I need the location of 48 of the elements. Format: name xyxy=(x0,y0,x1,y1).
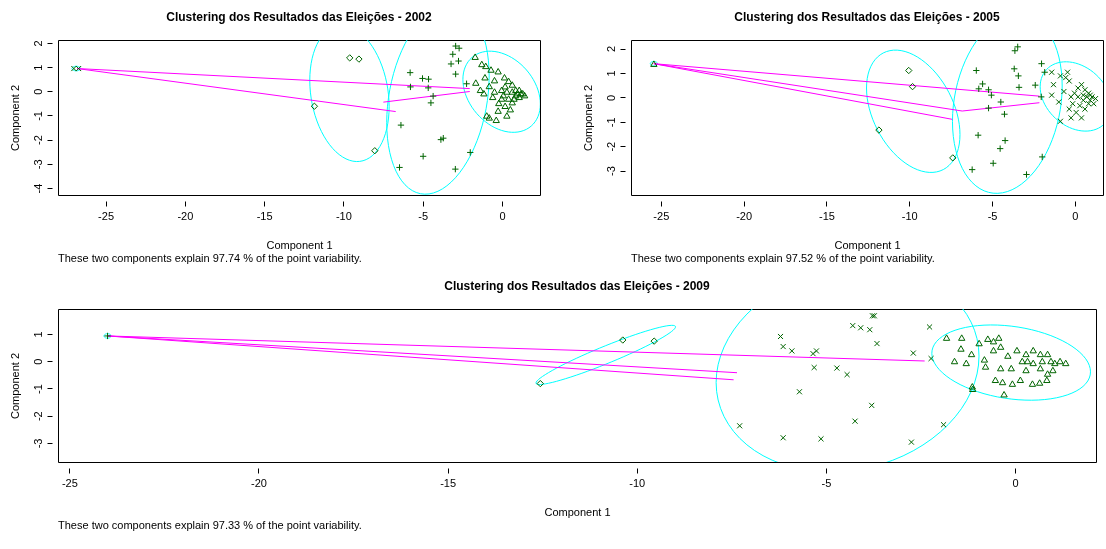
x-tick-label: -15 xyxy=(818,209,835,222)
y-tick-label: -1 xyxy=(31,111,44,121)
x-tick-label: 0 xyxy=(499,209,506,222)
x-tick-label: -15 xyxy=(256,209,273,222)
text: These two components explain 97.74 % of the point variability. xyxy=(58,252,362,264)
x-axis-title: Component 1 xyxy=(834,238,901,251)
x-tick-label: -25 xyxy=(61,476,78,489)
x-tick-label: -25 xyxy=(653,209,670,222)
x-tick-label: 0 xyxy=(1072,209,1079,222)
y-tick-label: 1 xyxy=(604,70,617,77)
y-tick-label: -2 xyxy=(604,141,617,152)
text: These two components explain 97.52 % of the point variability. xyxy=(631,252,935,264)
x-tick-label: -5 xyxy=(987,209,998,222)
y-tick-label: 1 xyxy=(31,64,44,71)
x-tick-label: -10 xyxy=(335,209,352,222)
x-tick-label: -20 xyxy=(736,209,753,222)
y-axis-title: Component 2 xyxy=(581,84,594,152)
y-tick-label: -3 xyxy=(604,166,617,176)
y-tick-label: -1 xyxy=(31,384,44,394)
x-tick-label: 0 xyxy=(1012,476,1019,489)
x-tick-label: -10 xyxy=(901,209,918,222)
y-tick-label: 0 xyxy=(604,94,617,101)
x-tick-label: -20 xyxy=(177,209,194,222)
y-tick-label: 1 xyxy=(31,331,44,338)
chart-title: Clustering dos Resultados das Eleições - 2005 xyxy=(734,10,1001,24)
y-tick-label: 2 xyxy=(604,45,617,53)
y-tick-label: 0 xyxy=(31,358,44,365)
text: These two components explain 97.33 % of the point variability. xyxy=(58,519,362,531)
x-tick-label: -5 xyxy=(418,209,429,222)
y-tick-label: -2 xyxy=(31,135,44,146)
x-tick-label: -25 xyxy=(98,209,115,222)
x-tick-label: -15 xyxy=(440,476,457,489)
y-axis-title: Component 2 xyxy=(8,84,21,152)
y-tick-label: -1 xyxy=(604,117,617,128)
y-tick-label: -3 xyxy=(31,159,44,170)
chart-title: Clustering dos Resultados das Eleições - 2002 xyxy=(166,9,433,24)
x-tick-label: -20 xyxy=(251,476,267,489)
x-axis-title: Component 1 xyxy=(544,505,611,518)
y-tick-label: -2 xyxy=(31,411,44,422)
y-tick-label: 2 xyxy=(31,40,44,47)
x-tick-label: -5 xyxy=(821,476,832,489)
y-tick-label: -4 xyxy=(31,183,44,194)
y-axis-title: Component 2 xyxy=(8,352,21,420)
y-tick-label: 0 xyxy=(31,88,44,95)
x-axis-title: Component 1 xyxy=(266,238,333,251)
x-tick-label: -10 xyxy=(629,476,646,489)
chart-title: Clustering dos Resultados das Eleições - 2009 xyxy=(444,279,711,293)
y-tick-label: -3 xyxy=(31,438,44,449)
